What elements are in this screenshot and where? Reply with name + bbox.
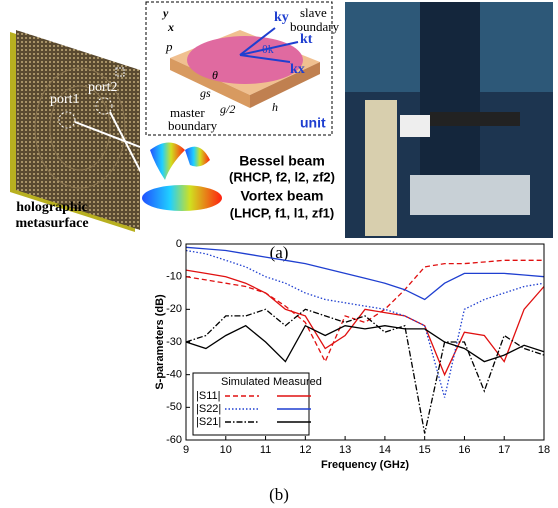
label: kt xyxy=(300,32,313,47)
bessel-beam xyxy=(150,143,185,181)
sample xyxy=(400,115,430,137)
label: (LHCP, f1, l1, zf1) xyxy=(230,205,335,220)
legend-header: Measured xyxy=(273,376,322,388)
legend-label: |S11| xyxy=(196,390,220,402)
label: holographic xyxy=(16,200,88,215)
caption: (b) xyxy=(269,485,289,504)
beams: Bessel beam (RHCP, f2, l2, zf2) Vortex b… xyxy=(142,143,335,221)
label: slave xyxy=(300,5,327,20)
y-tick-label: -20 xyxy=(166,303,182,315)
absorbers xyxy=(420,2,480,182)
label: port2 xyxy=(88,80,118,95)
label: p xyxy=(165,39,173,54)
x-tick-label: 18 xyxy=(538,444,550,456)
series-line xyxy=(186,247,544,299)
x-tick-label: 16 xyxy=(458,444,470,456)
horn xyxy=(430,112,520,126)
series-line xyxy=(186,260,544,361)
figure: port1 port2 holographic metasurface ky k… xyxy=(0,0,558,508)
x-tick-label: 9 xyxy=(183,444,189,456)
y-tick-label: -10 xyxy=(166,271,182,283)
x-tick-label: 14 xyxy=(379,444,391,456)
bessel-beam xyxy=(185,147,210,167)
x-tick-label: 17 xyxy=(498,444,510,456)
photo xyxy=(345,2,553,238)
y-tick-label: 0 xyxy=(176,238,182,250)
plot: 9 10 11 12 13 14 15 16 17 18 0 -10 -20 -30 -40 -50 -60 Fr… xyxy=(154,238,550,471)
stand xyxy=(365,100,397,236)
ring-patch xyxy=(187,36,303,84)
x-tick-label: 13 xyxy=(339,444,351,456)
x-tick-label: 15 xyxy=(419,444,431,456)
page: { "figure_a": { "port1": "port1", "port2… xyxy=(0,0,558,508)
x-tick-label: 11 xyxy=(260,444,271,456)
absorber-blocks xyxy=(410,175,530,215)
y-axis-label: S-parameters (dB) xyxy=(154,294,166,390)
label: h xyxy=(272,100,278,114)
label: metasurface xyxy=(15,216,88,231)
legend-label: |S21| xyxy=(196,416,221,428)
y-tick-label: -60 xyxy=(166,434,182,446)
label: (RHCP, f2, l2, zf2) xyxy=(229,169,335,184)
y-tick-label: -30 xyxy=(166,336,182,348)
label: Bessel beam xyxy=(239,153,325,169)
legend-header: Simulated xyxy=(221,376,270,388)
label: boundary xyxy=(290,19,340,34)
legend-label: |S22| xyxy=(196,403,221,415)
label: Vortex beam xyxy=(241,188,324,204)
label: θ xyxy=(212,68,218,82)
label: unit xyxy=(300,115,326,131)
x-tick-label: 10 xyxy=(220,444,232,456)
label: kx xyxy=(290,62,305,77)
label: gs xyxy=(200,86,211,100)
label: boundary xyxy=(168,118,218,133)
y-tick-label: -50 xyxy=(166,401,182,413)
x-tick-label: 12 xyxy=(299,444,311,456)
label: ky xyxy=(274,10,289,25)
label: x xyxy=(167,20,174,34)
label: θk xyxy=(262,42,274,56)
label: y xyxy=(161,6,169,20)
metasurface-illustration: port1 port2 holographic metasurface xyxy=(10,30,145,232)
x-axis-label: Frequency (GHz) xyxy=(321,459,409,471)
label: g/2 xyxy=(220,102,235,116)
vortex-beam xyxy=(142,185,222,211)
label: port1 xyxy=(50,92,80,107)
y-tick-label: -40 xyxy=(166,369,182,381)
unit-cell: ky kt kx θk y x p θ gs g/2 h slave bound… xyxy=(146,2,340,135)
